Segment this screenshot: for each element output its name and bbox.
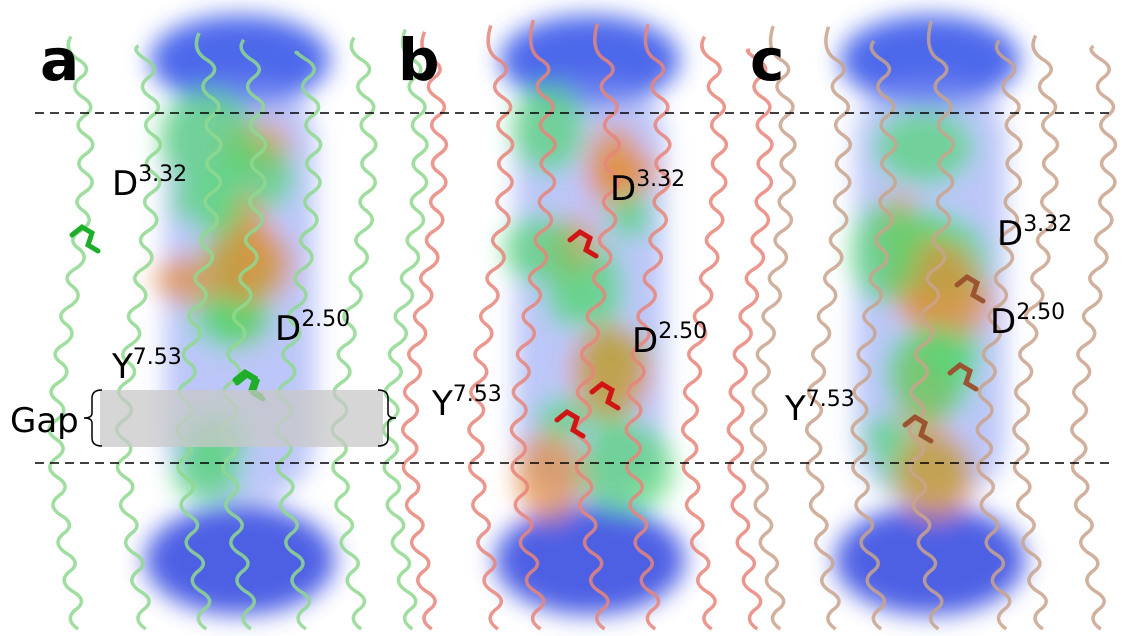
- gap-label: Gap: [10, 401, 79, 441]
- residue-number: 3.32: [636, 167, 685, 192]
- residue-number: 2.50: [658, 319, 707, 344]
- figure: GapaD3.32D2.50Y7.53bD3.32D2.50Y7.53cD3.3…: [0, 0, 1132, 636]
- residue-label: Y7.53: [431, 382, 502, 424]
- residue-number: 7.53: [806, 387, 855, 412]
- residue-label: D2.50: [990, 300, 1065, 342]
- residue-number: 3.32: [138, 162, 187, 187]
- panels: GapaD3.32D2.50Y7.53bD3.32D2.50Y7.53cD3.3…: [10, 15, 1116, 629]
- residue-name: D: [610, 169, 636, 209]
- residue-name: D: [997, 214, 1023, 254]
- residue-number: 7.53: [453, 382, 502, 407]
- residue-number: 2.50: [301, 307, 350, 332]
- residue-label: D3.32: [997, 212, 1072, 254]
- residue-name: D: [275, 309, 301, 349]
- residue-number: 2.50: [1016, 300, 1065, 325]
- residue-name: D: [632, 321, 658, 361]
- residue-name: Y: [784, 389, 806, 429]
- brace-left: [84, 390, 102, 446]
- panel-label: c: [750, 26, 784, 94]
- residue-name: D: [990, 302, 1016, 342]
- panel-label: a: [40, 26, 79, 94]
- helix: [332, 38, 376, 629]
- gap-region: [100, 390, 383, 447]
- residue-number: 7.53: [133, 345, 182, 370]
- blob: [895, 431, 973, 521]
- helix: [1014, 36, 1058, 629]
- blob: [512, 83, 584, 173]
- residue-name: Y: [111, 347, 133, 387]
- residue-label: Y7.53: [784, 387, 855, 429]
- panel-label: b: [398, 26, 440, 94]
- residue-label: D2.50: [632, 319, 707, 361]
- helix: [383, 29, 427, 629]
- helix: [1072, 46, 1116, 629]
- residue-name: D: [112, 164, 138, 204]
- helix: [728, 50, 772, 629]
- helix: [49, 36, 93, 629]
- helix: [751, 26, 795, 629]
- helix: [403, 32, 447, 629]
- residue-number: 3.32: [1023, 212, 1072, 237]
- blob: [546, 265, 590, 326]
- residue-name: Y: [431, 384, 453, 424]
